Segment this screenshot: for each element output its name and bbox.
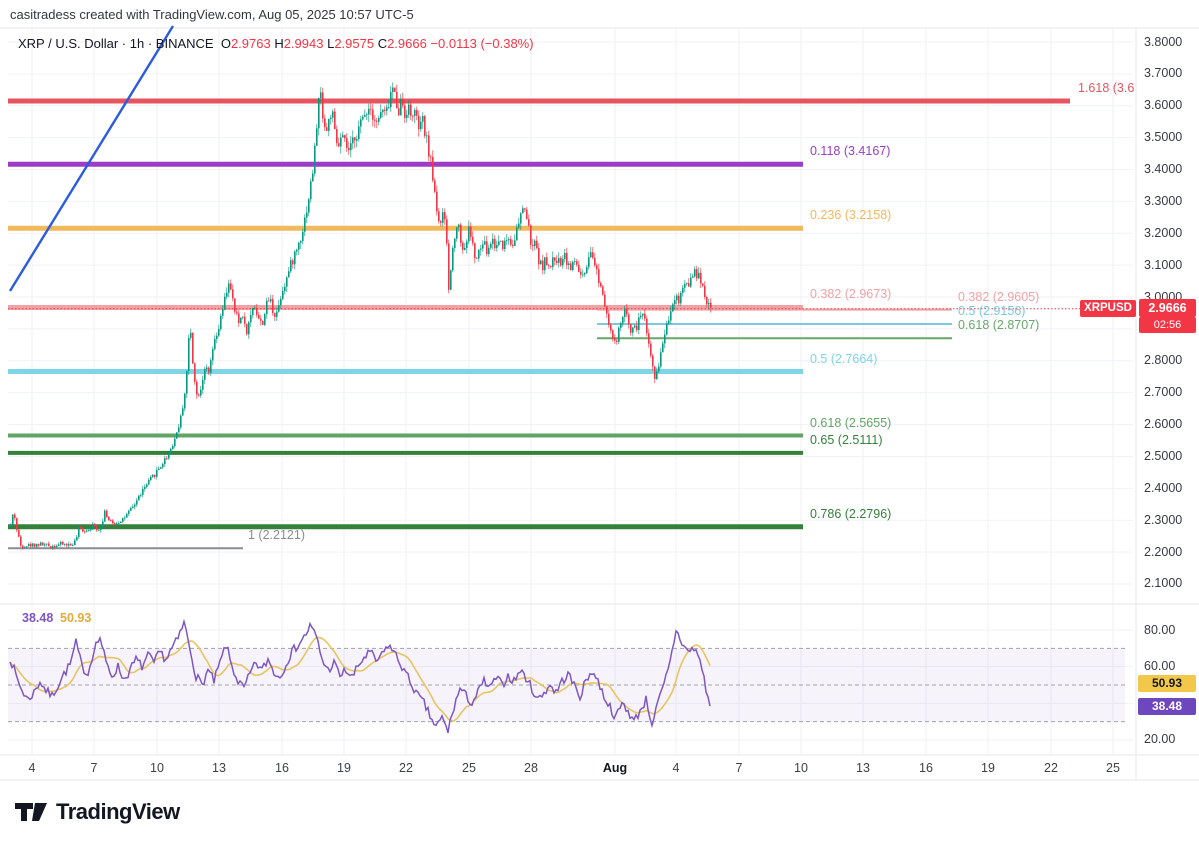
symbol-price-label: XRPUSD	[1080, 300, 1136, 317]
price-axis-label: 2.5000	[1144, 448, 1183, 463]
tradingview-logo[interactable]: TradingView	[14, 799, 180, 825]
time-axis-label: 4	[28, 761, 36, 775]
fib-level-label[interactable]: 0.382 (2.9673)	[810, 287, 892, 302]
time-axis-label: 13	[212, 761, 226, 775]
price-axis-label: 2.6000	[1144, 417, 1183, 432]
fib-level-label[interactable]: 0.786 (2.2796)	[810, 506, 892, 521]
price-axis-label: 2.1000	[1144, 576, 1183, 591]
time-axis-label: 4	[672, 761, 680, 775]
price-axis-label: 2.4000	[1144, 480, 1183, 495]
time-axis-label: 7	[90, 761, 98, 775]
price-axis-label: 2.3000	[1144, 512, 1183, 527]
fib-level-label[interactable]: 0.618 (2.5655)	[810, 415, 892, 430]
legend-change: −0.0113 (−0.38%)	[430, 36, 534, 51]
tradingview-logo-icon	[15, 803, 47, 821]
legend-symbol: XRP / U.S. Dollar · 1h · BINANCE	[18, 36, 214, 51]
rsi-ma-axis-badge: 50.93	[1138, 675, 1196, 692]
legend-interval: 1h	[129, 36, 145, 51]
legend-ohlc-values: O2.9763 H2.9943 L2.9575 C2.9666	[221, 36, 431, 51]
time-axis-label: 13	[856, 761, 870, 775]
legend-ohlc-value: 2.9943	[283, 36, 328, 51]
fib-level-label[interactable]: 0.5 (2.7664)	[810, 351, 878, 366]
time-axis-label: 10	[794, 761, 808, 775]
rsi-axis-label: 80.00	[1144, 622, 1176, 637]
legend-exchange: BINANCE	[155, 36, 214, 51]
legend-ohlc-key: H	[274, 36, 284, 51]
price-axis-label: 3.8000	[1144, 34, 1183, 49]
attribution-text: casitradess created with TradingView.com…	[10, 7, 414, 22]
fib-level-label[interactable]: 0.118 (3.4167)	[810, 144, 891, 159]
legend-ohlc-key: C	[377, 36, 388, 51]
bar-countdown-badge: 02:56	[1139, 317, 1196, 333]
rsi-axis-label: 20.00	[1144, 732, 1176, 747]
legend-ohlc-value: 2.9763	[230, 36, 275, 51]
time-axis-label: 22	[1044, 761, 1058, 775]
rsi-axis-label: 60.00	[1144, 659, 1176, 674]
time-axis-label: 16	[275, 761, 289, 775]
legend-ohlc-value: 2.9575	[334, 36, 378, 51]
price-axis-label: 2.7000	[1144, 385, 1183, 400]
price-axis-label: 3.4000	[1144, 162, 1183, 177]
tradingview-logo-text: TradingView	[56, 799, 180, 824]
fib-level-label[interactable]: 0.5 (2.9156)	[958, 303, 1026, 318]
fib-level-label[interactable]: 0.618 (2.8707)	[958, 318, 1040, 333]
last-price-badge: 2.9666	[1139, 299, 1196, 317]
rsi-ma-value-label: 50.93	[60, 611, 92, 625]
fib-level-label[interactable]: 1 (2.2121)	[248, 528, 305, 543]
legend-ohlc-value: 2.9666	[387, 36, 431, 51]
time-axis-label: 22	[399, 761, 413, 775]
time-axis-label: 19	[981, 761, 995, 775]
price-axis-label: 3.3000	[1144, 193, 1183, 208]
time-axis-label: 28	[524, 761, 538, 775]
price-axis-label: 2.8000	[1144, 353, 1183, 368]
price-axis-label: 3.7000	[1144, 66, 1183, 81]
time-axis-label: 25	[462, 761, 476, 775]
time-axis-label: 25	[1106, 761, 1120, 775]
fib-level-label[interactable]: 0.236 (3.2158)	[810, 208, 892, 223]
rsi-axis-badge: 38.48	[1138, 698, 1196, 715]
legend-ohlc-key: L	[327, 36, 335, 51]
price-axis-label: 3.2000	[1144, 225, 1183, 240]
price-axis-label: 3.6000	[1144, 98, 1183, 113]
legend-ohlc-key: O	[220, 36, 231, 51]
rsi-value-label: 38.48	[22, 611, 54, 625]
time-axis-label: 7	[735, 761, 743, 775]
fib-level-label[interactable]: 0.65 (2.5111)	[810, 432, 883, 447]
fib-level-label[interactable]: 1.618 (3.6	[1078, 80, 1134, 95]
fib-level-label[interactable]: 0.382 (2.9605)	[958, 289, 1040, 304]
time-axis-label: 16	[919, 761, 933, 775]
symbol-legend[interactable]: XRP / U.S. Dollar · 1h · BINANCE O2.9763…	[18, 36, 534, 51]
time-axis-label: 19	[337, 761, 351, 775]
time-axis-label: Aug	[602, 761, 628, 775]
price-axis-label: 3.5000	[1144, 130, 1183, 145]
price-axis-label: 2.2000	[1144, 544, 1183, 559]
time-axis-label: 10	[150, 761, 164, 775]
price-axis-label: 3.1000	[1144, 257, 1183, 272]
